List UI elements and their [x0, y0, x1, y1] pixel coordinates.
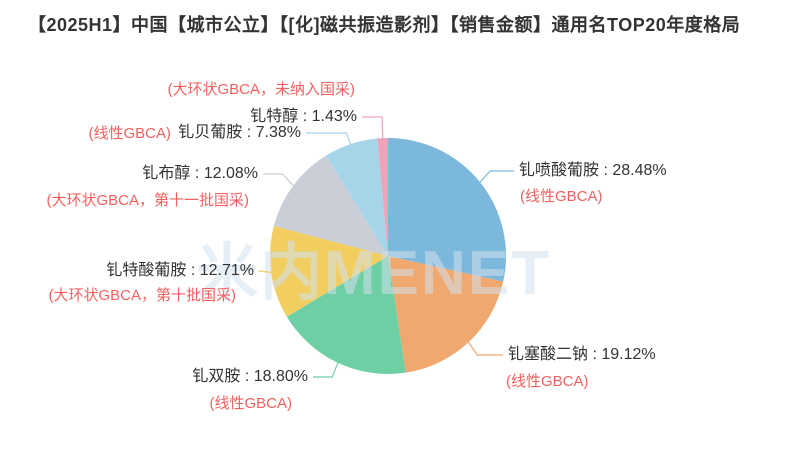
pie-slice-3[interactable] — [270, 225, 388, 317]
pie-slice-5[interactable] — [325, 138, 388, 256]
pie-leader-line-1 — [467, 341, 503, 356]
pie-slice-6[interactable] — [377, 138, 388, 256]
pie-slice-2[interactable] — [286, 256, 406, 374]
pie-leader-line-6 — [362, 116, 384, 139]
pie-leader-line-4 — [263, 173, 295, 187]
pie-slice-0[interactable] — [388, 138, 506, 282]
pie-leader-line-2 — [313, 362, 339, 378]
pie-slice-1[interactable] — [388, 256, 504, 373]
pie-slice-4[interactable] — [273, 155, 388, 256]
pie-leader-line-3 — [258, 270, 272, 274]
pie-leader-line-5 — [306, 132, 352, 145]
page-title: 【2025H1】中国【城市公立】【[化]磁共振造影剂】【销售金额】通用名TOP2… — [28, 15, 741, 35]
pie-leader-line-0 — [479, 170, 514, 183]
